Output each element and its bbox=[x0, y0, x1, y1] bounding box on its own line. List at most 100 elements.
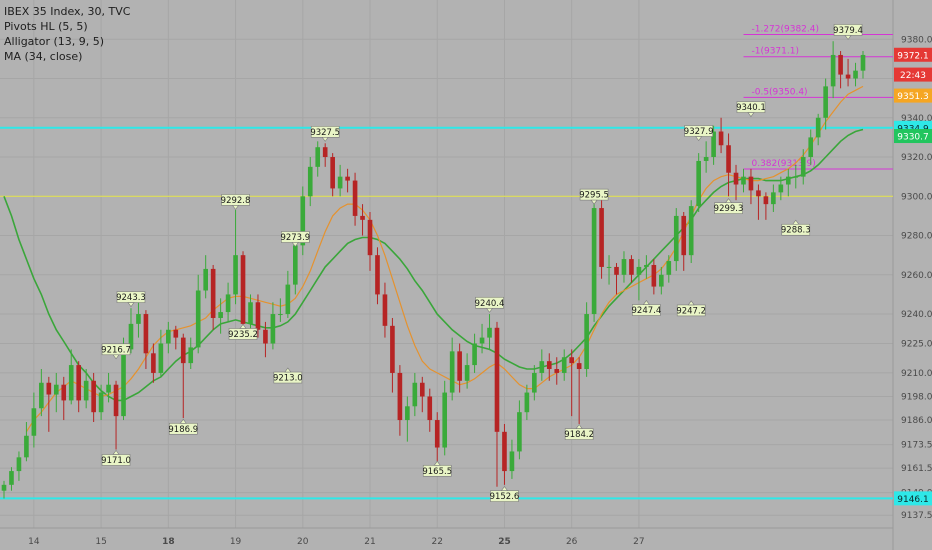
indicator-alligator[interactable]: Alligator (13, 9, 5) bbox=[4, 35, 105, 48]
candle-body bbox=[128, 323, 134, 350]
candle-body bbox=[457, 351, 462, 381]
candle-body bbox=[524, 392, 530, 413]
price-badge-text: 9372.1 bbox=[897, 51, 929, 61]
pivot-label-text: 9327.9 bbox=[684, 127, 714, 137]
pivot-low-label: 9171.0 bbox=[101, 449, 131, 466]
candle-body bbox=[517, 412, 522, 452]
candle-body bbox=[681, 215, 687, 256]
candle-body bbox=[46, 382, 52, 395]
candle-body bbox=[330, 157, 335, 189]
pivot-label-text: 9216.7 bbox=[101, 345, 131, 355]
pivot-label-text: 9247.4 bbox=[632, 306, 662, 316]
candle-body bbox=[405, 406, 410, 421]
x-tick-label: 14 bbox=[28, 537, 40, 547]
price-badge-text: 9330.7 bbox=[897, 133, 929, 143]
candle-body bbox=[136, 314, 141, 324]
candle-body bbox=[375, 255, 380, 295]
pivot-label-pointer bbox=[575, 424, 583, 429]
price-badge bbox=[894, 47, 932, 62]
pivot-label-pointer bbox=[321, 137, 329, 142]
candle-body bbox=[195, 290, 201, 348]
pivot-high-label: 9292.8 bbox=[221, 194, 250, 210]
pivot-label-text: 9152.6 bbox=[490, 492, 520, 502]
candle-body bbox=[188, 347, 194, 364]
candle-body bbox=[808, 137, 814, 158]
candle-body bbox=[599, 208, 604, 267]
candle-body bbox=[83, 380, 89, 401]
candle-body bbox=[673, 215, 679, 262]
candle-body bbox=[360, 215, 365, 220]
pivot-label-pointer bbox=[231, 205, 240, 210]
pivot-label-text: 9273.9 bbox=[280, 233, 310, 243]
symbol-title[interactable]: IBEX 35 Index, 30, TVC bbox=[4, 5, 131, 18]
pivot-high-label: 9240.4 bbox=[475, 296, 505, 313]
y-tick-label: 9340.0 bbox=[901, 114, 932, 124]
fib-level-label: -1(9371.1) bbox=[751, 47, 799, 57]
pivot-label-text: 9288.3 bbox=[781, 226, 811, 236]
candle-body bbox=[606, 266, 612, 268]
candle-body bbox=[292, 245, 298, 285]
candle-body bbox=[591, 208, 597, 315]
candle-body bbox=[830, 54, 836, 87]
price-badge-text: 9351.3 bbox=[897, 92, 929, 102]
indicator-pivots[interactable]: Pivots HL (5, 5) bbox=[4, 20, 88, 33]
chart-legend: IBEX 35 Index, 30, TVC Pivots HL (5, 5) … bbox=[4, 4, 130, 64]
pivot-label-text: 9340.1 bbox=[736, 103, 766, 113]
pivot-label-pointer bbox=[500, 486, 509, 491]
pivot-high-label: 9243.3 bbox=[116, 291, 146, 308]
price-badge bbox=[894, 88, 932, 103]
pivot-label-pointer bbox=[747, 112, 755, 118]
pivot-label-pointer bbox=[433, 460, 441, 466]
pivot-label-text: 9186.9 bbox=[168, 425, 198, 435]
pivot-label-text: 9171.0 bbox=[101, 456, 131, 466]
candle-body bbox=[240, 255, 246, 324]
candle-body bbox=[703, 157, 709, 161]
pivot-low-label: 9288.3 bbox=[781, 219, 811, 236]
pivot-label-text: 9213.0 bbox=[273, 374, 303, 384]
ma-line bbox=[3, 128, 864, 402]
candle-body bbox=[487, 327, 492, 338]
candle-body bbox=[151, 353, 156, 373]
candle-body bbox=[539, 361, 545, 373]
candle-body bbox=[659, 274, 664, 287]
y-tick-label: 9300.0 bbox=[901, 192, 932, 202]
candle-body bbox=[315, 147, 321, 167]
pivot-high-label: 9295.5 bbox=[579, 188, 609, 205]
candle-body bbox=[666, 261, 672, 275]
pivot-high-label: 9327.9 bbox=[684, 125, 714, 142]
y-tick-label: 9161.5 bbox=[901, 464, 932, 474]
candle-body bbox=[1, 484, 7, 491]
candle-body bbox=[143, 314, 149, 354]
candle-body bbox=[561, 357, 567, 373]
candle-body bbox=[427, 396, 433, 421]
candle-body bbox=[412, 382, 418, 407]
y-tick-label: 9210.0 bbox=[901, 369, 932, 379]
indicator-ma[interactable]: MA (34, close) bbox=[4, 50, 83, 63]
pivot-label-pointer bbox=[485, 307, 494, 313]
candle-body bbox=[68, 365, 74, 401]
pivot-label-pointer bbox=[642, 300, 650, 305]
fib-level-label: -1.272(9382.4) bbox=[751, 25, 819, 35]
y-tick-label: 9280.0 bbox=[901, 232, 932, 242]
pivot-label-pointer bbox=[284, 367, 292, 373]
candle-body bbox=[113, 384, 119, 417]
candle-body bbox=[800, 157, 806, 177]
candle-body bbox=[61, 384, 67, 401]
pivot-label-text: 9240.4 bbox=[475, 299, 505, 309]
pivot-label-pointer bbox=[695, 136, 703, 142]
candle-body bbox=[24, 435, 29, 458]
price-badge bbox=[894, 67, 932, 82]
pivot-label-pointer bbox=[127, 302, 135, 308]
candle-body bbox=[576, 363, 582, 370]
candle-body bbox=[98, 392, 104, 413]
candle-body bbox=[121, 349, 126, 417]
candle-body bbox=[621, 259, 627, 275]
pivot-label-text: 9184.2 bbox=[564, 430, 594, 440]
x-tick-label: 26 bbox=[566, 537, 578, 547]
candle-body bbox=[823, 86, 828, 118]
candle-body bbox=[53, 384, 59, 395]
candle-body bbox=[225, 294, 231, 313]
pivot-label-text: 9165.5 bbox=[422, 467, 452, 477]
candle-body bbox=[532, 372, 537, 393]
